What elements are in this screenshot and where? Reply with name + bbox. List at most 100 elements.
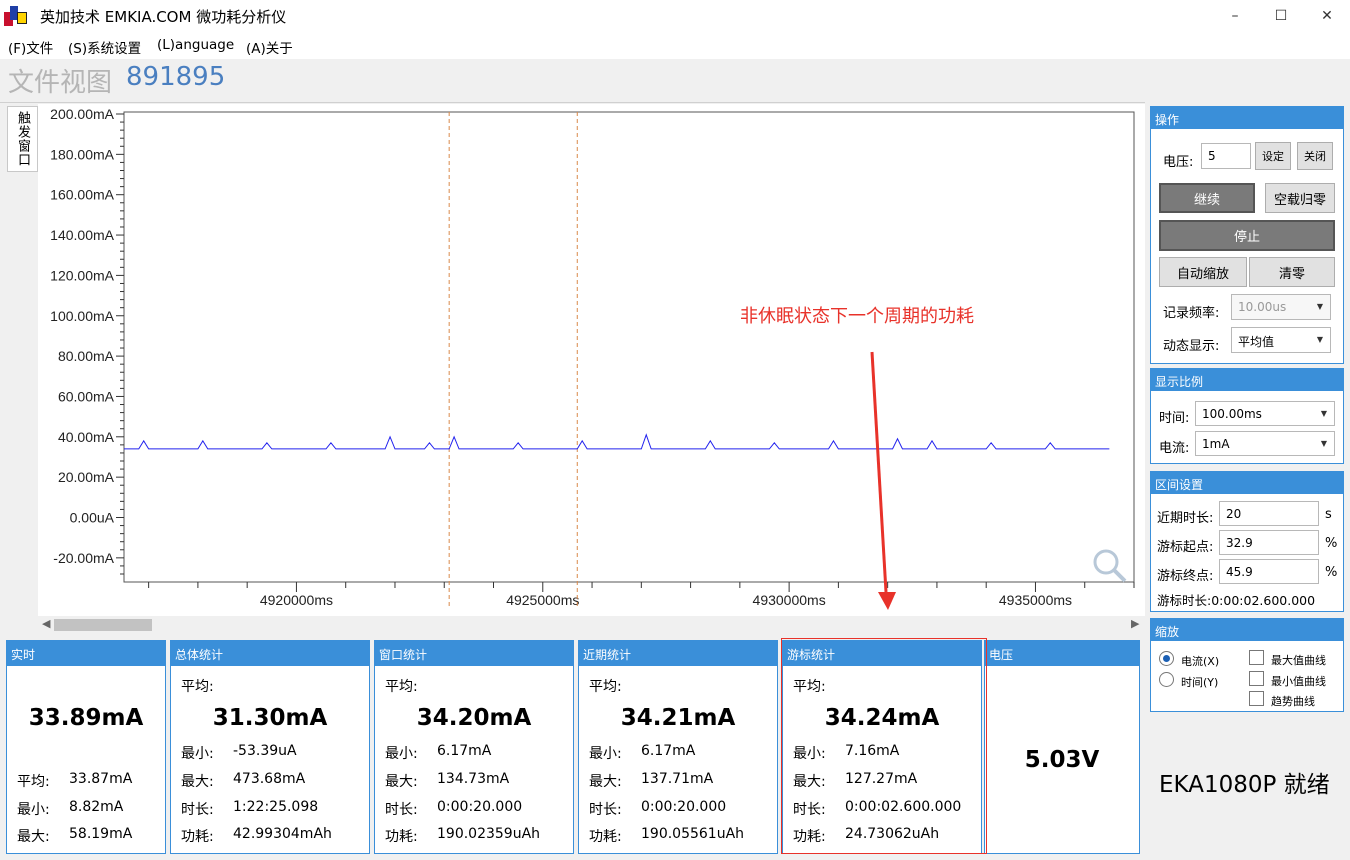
row-value: 6.17mA (437, 743, 492, 759)
row-label: 最大: (17, 829, 50, 845)
row-label: 功耗: (385, 829, 418, 845)
current-series-line (124, 433, 1110, 450)
end-input[interactable]: 45.9 (1219, 559, 1319, 584)
checkbox-max-curve[interactable] (1249, 650, 1264, 665)
menu-about[interactable]: (A)关于 (246, 41, 293, 57)
view-id: 891895 (126, 62, 226, 92)
checkbox-trend-curve[interactable] (1249, 691, 1264, 706)
close-window-button[interactable]: ✕ (1321, 7, 1333, 24)
row-value: 33.87mA (69, 771, 133, 787)
continue-button[interactable]: 继续 (1159, 183, 1255, 213)
row-label: 最小: (181, 746, 214, 762)
close-button[interactable]: 关闭 (1297, 142, 1333, 170)
annotation-arrowhead (878, 592, 896, 610)
row-value: 24.73062uAh (845, 826, 940, 842)
row-label: 功耗: (181, 829, 214, 845)
y-tick-label: 140.00mA (50, 227, 114, 243)
stop-button[interactable]: 停止 (1159, 220, 1335, 251)
row-label: 最小: (589, 746, 622, 762)
dynamic-label: 动态显示: (1163, 339, 1220, 354)
set-button[interactable]: 设定 (1255, 142, 1291, 170)
view-title: 文件视图 (8, 68, 113, 98)
checkbox-min-curve[interactable] (1249, 671, 1264, 686)
max-curve-label: 最大值曲线 (1271, 654, 1326, 667)
zoom-magnifier-handle (1112, 568, 1127, 583)
row-value: 1:22:25.098 (233, 799, 319, 815)
radio-time-y[interactable] (1159, 672, 1174, 687)
chart-scrollbar[interactable]: ◀ ▶ (38, 616, 1145, 634)
window-avg-value: 34.20mA (416, 705, 532, 731)
overall-avg-value: 31.30mA (212, 705, 328, 731)
ops-panel: 操作 电压: 5 设定 关闭 继续 空载归零 停止 自动缩放 清零 记录频率: … (1150, 106, 1344, 364)
panel-title: 游标统计 (783, 641, 981, 666)
row-value: 58.19mA (69, 826, 133, 842)
time-scale-select[interactable]: 100.00ms ▼ (1195, 401, 1335, 426)
y-tick-label: 60.00mA (58, 388, 115, 404)
avg-label: 平均: (181, 679, 214, 695)
maximize-button[interactable]: ☐ (1274, 7, 1288, 24)
zero-button[interactable]: 空载归零 (1265, 183, 1335, 213)
x-tick-label: 4930000ms (753, 592, 826, 608)
zoom-panel: 缩放 电流(X) 时间(Y) 最大值曲线 最小值曲线 趋势曲线 (1150, 618, 1344, 712)
title-bar: 英加技术 EMKIA.COM 微功耗分析仪 – ☐ ✕ (0, 0, 1350, 31)
row-label: 时长: (181, 802, 214, 818)
y-tick-label: 160.00mA (50, 187, 114, 203)
scroll-right-icon[interactable]: ▶ (1131, 617, 1140, 630)
scale-panel: 显示比例 时间: 100.00ms ▼ 电流: 1mA ▼ (1150, 368, 1344, 464)
menu-bar: (F)文件 (S)系统设置 (L)anguage (A)关于 (0, 31, 1350, 59)
row-value: 7.16mA (845, 743, 900, 759)
panel-title: 窗口统计 (375, 641, 573, 666)
autoscale-button[interactable]: 自动缩放 (1159, 257, 1247, 287)
x-tick-label: 4935000ms (999, 592, 1072, 608)
row-value: 190.02359uAh (437, 826, 541, 842)
row-value: 127.27mA (845, 771, 918, 787)
y-tick-label: 200.00mA (50, 106, 114, 122)
scroll-left-icon[interactable]: ◀ (42, 617, 51, 630)
panel-voltage: 电压 5.03V (984, 640, 1140, 854)
chevron-down-icon: ▼ (1320, 409, 1327, 418)
menu-settings[interactable]: (S)系统设置 (68, 41, 142, 57)
annotation-text: 非休眠状态下一个周期的功耗 (740, 306, 974, 327)
dynamic-select[interactable]: 平均值 ▼ (1231, 327, 1331, 353)
cursor-avg-value: 34.24mA (824, 705, 940, 731)
end-label: 游标终点: (1157, 569, 1214, 584)
row-label: 时长: (793, 802, 826, 818)
current-scale-select[interactable]: 1mA ▼ (1195, 431, 1335, 456)
row-label: 最小: (17, 802, 50, 818)
recent-input[interactable]: 20 (1219, 501, 1319, 526)
current-chart[interactable]: 200.00mA 180.00mA 160.00mA 140.00mA 120.00mA… (38, 104, 1145, 616)
voltage-input[interactable]: 5 (1201, 143, 1251, 169)
row-value: 6.17mA (641, 743, 696, 759)
radio-current-x[interactable] (1159, 651, 1174, 666)
clear-button[interactable]: 清零 (1249, 257, 1335, 287)
rate-select[interactable]: 10.00us ▼ (1231, 294, 1331, 320)
panel-cursor: 游标统计 平均: 34.24mA 最小: 7.16mA 最大: 127.27mA… (782, 640, 982, 854)
y-tick-label: 20.00mA (58, 469, 115, 485)
row-label: 时长: (589, 802, 622, 818)
scrollbar-thumb[interactable] (54, 619, 152, 631)
trigger-window-tab[interactable]: 触发窗口 (7, 106, 38, 172)
panel-realtime: 实时 33.89mA 平均: 33.87mA 最小: 8.82mA 最大: 58… (6, 640, 166, 854)
y-tick-label: -20.00mA (53, 550, 114, 566)
rate-label: 记录频率: (1163, 306, 1220, 321)
x-tick-label: 4920000ms (260, 592, 333, 608)
minimize-button[interactable]: – (1231, 7, 1239, 24)
start-input[interactable]: 32.9 (1219, 530, 1319, 555)
x-tick-label: 4925000ms (506, 592, 579, 608)
row-label: 最小: (385, 746, 418, 762)
y-tick-label: 100.00mA (50, 308, 114, 324)
row-value: 0:00:02.600.000 (845, 799, 962, 815)
avg-label: 平均: (385, 679, 418, 695)
realtime-value: 33.89mA (28, 705, 144, 731)
panel-title: 近期统计 (579, 641, 777, 666)
voltage-value: 5.03V (1024, 747, 1100, 773)
row-label: 时长: (385, 802, 418, 818)
menu-file[interactable]: (F)文件 (8, 41, 54, 57)
highlight-box (781, 638, 987, 854)
menu-language[interactable]: (L)anguage (157, 37, 235, 53)
row-label: 最大: (793, 774, 826, 790)
row-value: 0:00:20.000 (437, 799, 523, 815)
row-value: 8.82mA (69, 799, 124, 815)
y-tick-label: 80.00mA (58, 348, 115, 364)
zoom-title: 缩放 (1151, 619, 1343, 641)
